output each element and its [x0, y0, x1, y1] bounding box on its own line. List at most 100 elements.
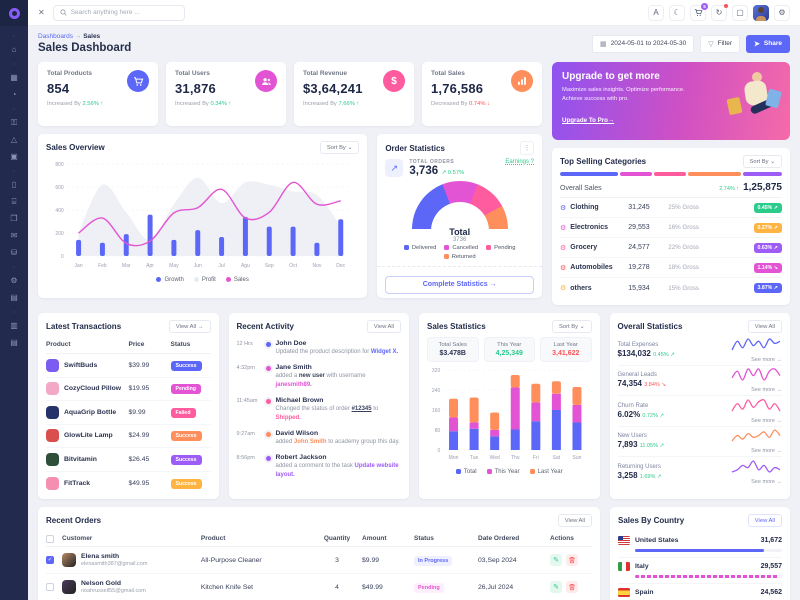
column-header-amount: Amount — [362, 535, 387, 542]
sidebar-item-puzzle[interactable]: ⚙ — [10, 276, 18, 285]
sidebar-item-alert[interactable]: △ — [10, 135, 18, 144]
transaction-row[interactable]: AquaGrip Bottle $9.99 Failed — [46, 401, 211, 425]
delete-button[interactable] — [566, 581, 578, 593]
select-all-checkbox[interactable] — [46, 534, 54, 543]
sidebar-item-home[interactable]: ⌂ — [11, 45, 17, 54]
sidebar-item-calendar[interactable]: ▤ — [10, 293, 18, 302]
search-input[interactable] — [70, 9, 178, 16]
overall-view-all-button[interactable]: View All — [747, 320, 782, 333]
kpi-value: 854 — [47, 81, 70, 96]
notifications-icon[interactable]: ↻ — [711, 3, 728, 21]
edit-button[interactable]: ✎ — [550, 581, 562, 593]
stat-change: 3.84% ↘ — [644, 382, 666, 389]
categories-list: ⚙ Clothing 31,245 25% Gross 0.45% ↗ ⚙ El… — [560, 198, 782, 298]
category-row-electronics[interactable]: ⚙ Electronics 29,553 16% Gross 0.27% ↗ — [560, 218, 782, 238]
close-icon[interactable]: ✕ — [38, 8, 45, 17]
breadcrumb-dashboards[interactable]: Dashboards — [38, 33, 74, 40]
transaction-row[interactable]: CozyCloud Pillow $19.95 Pending — [46, 378, 211, 401]
sidebar-item-lock[interactable]: ⚿ — [10, 117, 18, 127]
svg-text:Jan: Jan — [75, 263, 83, 269]
sidebar-item-mobile[interactable]: ▯ — [11, 180, 17, 189]
sidebar-item-pages[interactable]: ❒ — [10, 214, 18, 223]
order-statistics-panel: Order Statistics ⋮ ↗ TOTAL ORDERS 3,736 … — [377, 134, 542, 298]
date-range-picker[interactable]: ▦ 2024-05-01 to 2024-05-30 — [592, 34, 695, 53]
language-icon[interactable]: A — [648, 4, 664, 21]
settings-gear-icon[interactable]: ⚙ — [774, 4, 790, 21]
page-controls: ▦ 2024-05-01 to 2024-05-30 ▽ Filter ➤ Share — [592, 34, 790, 53]
legend-item-this-year[interactable]: This Year — [486, 469, 520, 475]
see-more-link[interactable]: See more → — [751, 448, 782, 455]
delete-button[interactable] — [566, 554, 578, 566]
column-header-customer: Customer — [62, 535, 93, 542]
row-checkbox[interactable] — [46, 583, 54, 591]
cart-badge: 5 — [701, 2, 708, 10]
transaction-row[interactable]: FitTrack $49.95 Success — [46, 472, 211, 496]
category-row-clothing[interactable]: ⚙ Clothing 31,245 25% Gross 0.45% ↗ — [560, 198, 782, 218]
kpi-row: Total Products 854 Increased By 2.56% ↑ … — [38, 62, 542, 126]
filter-button[interactable]: ▽ Filter — [700, 34, 741, 53]
legend-item-growth[interactable]: Growth — [156, 277, 184, 283]
legend-item-sales[interactable]: Sales — [225, 277, 249, 283]
country-row-es[interactable]: Spain 24,562 — [618, 584, 782, 600]
edit-button[interactable]: ✎ — [550, 554, 562, 566]
gauge-legend-returned: Returned — [443, 254, 476, 260]
share-button[interactable]: ➤ Share — [746, 34, 790, 53]
activity-view-all-button[interactable]: View All — [366, 320, 401, 333]
sales-statistics-sort-button[interactable]: Sort By ⌄ — [552, 320, 592, 333]
legend-item-last-year[interactable]: Last Year — [529, 469, 563, 475]
overall-sales-label: Overall Sales — [560, 185, 602, 192]
transaction-row[interactable]: Bitvitamin $26.45 Success — [46, 448, 211, 472]
activity-time: 12 Hrs — [236, 341, 253, 347]
sidebar-item-shop[interactable]: ⌸ — [11, 196, 17, 206]
see-more-link[interactable]: See more → — [751, 387, 782, 394]
order-amount: $9.99 — [362, 556, 380, 564]
svg-text:Oct: Oct — [289, 263, 297, 269]
user-avatar[interactable] — [753, 4, 769, 21]
orders-view-all-button[interactable]: View All — [557, 514, 592, 527]
upgrade-to-pro-link[interactable]: Upgrade To Pro→ — [562, 116, 615, 124]
see-more-link[interactable]: See more → — [751, 356, 782, 363]
sidebar-item-grid[interactable]: ▦ — [10, 73, 18, 82]
kpi-label: Total Sales — [431, 70, 465, 77]
order-row[interactable]: ✓ Elena smith elenasmith387@gmail.com All… — [46, 547, 592, 574]
earnings-link[interactable]: Earnings ? — [505, 159, 534, 165]
category-row-automobiles[interactable]: ⚙ Automobiles 19,278 18% Gross 1.14% ↘ — [560, 258, 782, 278]
top-categories-sort-button[interactable]: Sort By ⌄ — [742, 155, 782, 168]
sidebar-item-pie[interactable]: ◔ — [11, 90, 17, 99]
app-logo[interactable] — [0, 0, 28, 26]
category-row-others[interactable]: ⚙ others 15,934 15% Gross 3.87% ↗ — [560, 278, 782, 298]
sidebar-item-mail[interactable]: ✉ — [10, 231, 18, 240]
sales-overview-sort-button[interactable]: Sort By ⌄ — [319, 141, 360, 154]
dark-mode-icon[interactable]: ☾ — [669, 4, 685, 21]
country-row-it[interactable]: Italy 29,557 — [618, 558, 782, 584]
stat-value: $3.478B — [439, 350, 466, 357]
row-checkbox[interactable]: ✓ — [46, 556, 54, 564]
transaction-row[interactable]: GlowLite Lamp $24.99 Success — [46, 425, 211, 448]
country-view-all-button[interactable]: View All — [747, 514, 782, 527]
category-row-grocery[interactable]: ⚙ Grocery 24,577 22% Gross 0.63% ↗ — [560, 238, 782, 258]
cart-icon-button[interactable]: 5 — [690, 2, 708, 21]
complete-statistics-button[interactable]: Complete Statistics → — [385, 275, 534, 294]
svg-text:Tue: Tue — [470, 455, 479, 461]
legend-item-total[interactable]: Total — [455, 469, 477, 475]
sidebar-item-bag[interactable]: ⛁ — [10, 248, 18, 257]
sidebar-item-box[interactable]: ▣ — [10, 152, 18, 161]
order-row[interactable]: Nelson Gold noahrussell55@gmail.com Kitch… — [46, 574, 592, 600]
see-more-link[interactable]: See more → — [751, 479, 782, 486]
transactions-view-all-button[interactable]: View All → — [168, 320, 211, 333]
overall-statistics-list: Total Expenses $134,032 0.45% ↗ See more… — [617, 335, 782, 488]
search-box[interactable] — [52, 4, 185, 21]
sidebar-item-analytics[interactable]: ▥ — [10, 321, 18, 330]
transaction-row[interactable]: SwiftBuds $39.99 Success — [46, 354, 211, 378]
country-value: 29,557 — [760, 563, 782, 570]
more-options-button[interactable]: ⋮ — [520, 141, 534, 155]
legend-item-profit[interactable]: Profit — [193, 277, 216, 283]
stat-change: 0.45% ↗ — [653, 351, 675, 358]
see-more-link[interactable]: See more → — [751, 417, 782, 424]
stat-change: 0.72% ↗ — [642, 412, 665, 419]
fullscreen-icon[interactable]: ▢ — [732, 4, 748, 21]
orders-table-body: ✓ Elena smith elenasmith387@gmail.com All… — [46, 547, 592, 600]
sidebar-item-table[interactable]: ▤ — [10, 338, 18, 347]
country-row-us[interactable]: United States 31,672 — [618, 532, 782, 558]
